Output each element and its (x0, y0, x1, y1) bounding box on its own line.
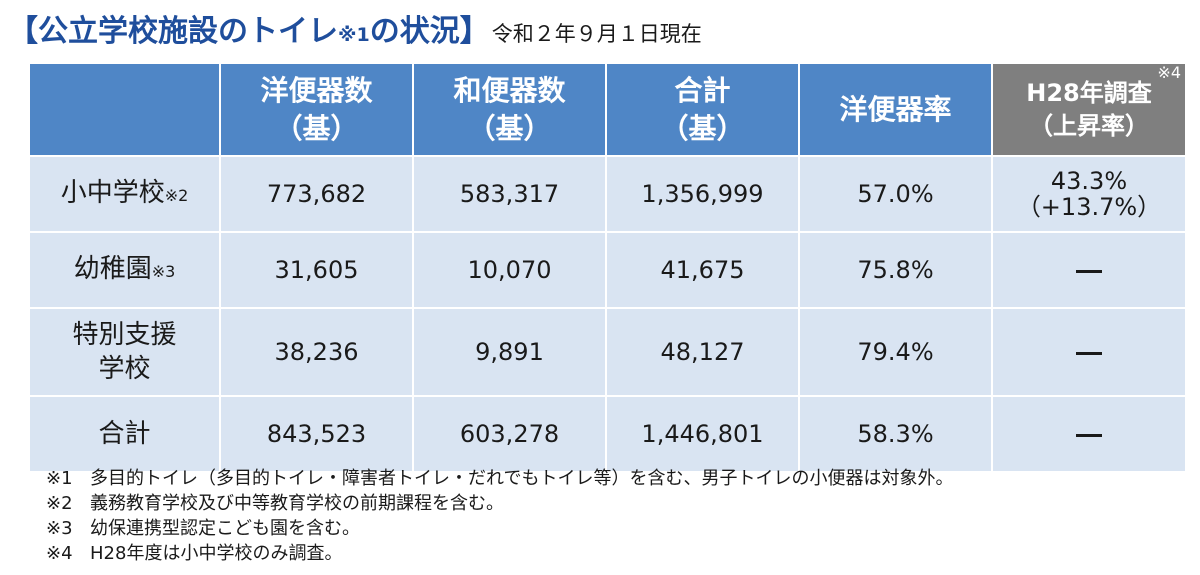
table-header-row: 洋便器数 （基） 和便器数 （基） 合計 （基） 洋便器率 ※4 H28年調査 （上昇率） (28, 62, 1187, 157)
footnotes: ※1 多目的トイレ（多目的トイレ・障害者トイレ・だれでもトイレ等）を含む、男子トイ… (46, 466, 953, 566)
header-corner (28, 62, 221, 157)
table-row: 幼稚園※3 31,605 10,070 41,675 75.8% (28, 231, 1187, 309)
cell-japanese: 603,278 (412, 395, 607, 473)
cell-japanese: 10,070 (412, 231, 607, 309)
h28-note-mark: ※4 (1157, 63, 1181, 82)
toilet-status-table: 洋便器数 （基） 和便器数 （基） 合計 （基） 洋便器率 ※4 H28年調査 （上昇率）… (28, 62, 1187, 473)
cell-japanese: 9,891 (412, 307, 607, 397)
cell-total: 41,675 (605, 231, 800, 309)
page-title-text-end: の状況】 (369, 14, 490, 49)
cell-h28 (991, 307, 1187, 397)
table-row: 合計 843,523 603,278 1,446,801 58.3% (28, 395, 1187, 473)
cell-total: 1,446,801 (605, 395, 800, 473)
header-western-toilets: 洋便器数 （基） (219, 62, 414, 157)
em-dash-icon (1076, 433, 1102, 437)
table-row: 特別支援 学校 38,236 9,891 48,127 79.4% (28, 307, 1187, 397)
footnote-4: ※4 H28年度は小中学校のみ調査。 (46, 543, 343, 564)
cell-western: 31,605 (219, 231, 414, 309)
header-western-rate: 洋便器率 (798, 62, 993, 157)
cell-japanese: 583,317 (412, 155, 607, 233)
row-label-kindergarten: 幼稚園※3 (28, 231, 221, 309)
cell-western: 38,236 (219, 307, 414, 397)
row-label-special-support: 特別支援 学校 (28, 307, 221, 397)
as-of-date: 令和２年９月１日現在 (491, 22, 702, 46)
header-total: 合計 （基） (605, 62, 800, 157)
cell-total: 48,127 (605, 307, 800, 397)
cell-rate: 75.8% (798, 231, 993, 309)
cell-western: 773,682 (219, 155, 414, 233)
cell-rate: 57.0% (798, 155, 993, 233)
title-note-mark: ※1 (338, 24, 370, 46)
title-row: 【公立学校施設のトイレ※1の状況】 令和２年９月１日現在 (8, 6, 702, 49)
row-label-elementary-junior: 小中学校※2 (28, 155, 221, 233)
em-dash-icon (1076, 351, 1102, 355)
cell-h28 (991, 231, 1187, 309)
cell-rate: 58.3% (798, 395, 993, 473)
row-label-total: 合計 (28, 395, 221, 473)
footnote-2: ※2 義務教育学校及び中等教育学校の前期課程を含む。 (46, 493, 504, 514)
header-japanese-toilets: 和便器数 （基） (412, 62, 607, 157)
cell-rate: 79.4% (798, 307, 993, 397)
footnote-1: ※1 多目的トイレ（多目的トイレ・障害者トイレ・だれでもトイレ等）を含む、男子トイ… (46, 468, 954, 489)
table-row: 小中学校※2 773,682 583,317 1,356,999 57.0% 4… (28, 155, 1187, 233)
cell-h28 (991, 395, 1187, 473)
page-title: 【公立学校施設のトイレ※1の状況】 (8, 6, 490, 50)
page-title-text: 【公立学校施設のトイレ (8, 14, 338, 49)
cell-h28: 43.3% （+13.7%） (991, 155, 1187, 233)
footnote-3: ※3 幼保連携型認定こども園を含む。 (46, 518, 360, 539)
em-dash-icon (1076, 269, 1102, 273)
header-h28-survey: ※4 H28年調査 （上昇率） (991, 62, 1187, 157)
cell-total: 1,356,999 (605, 155, 800, 233)
cell-western: 843,523 (219, 395, 414, 473)
